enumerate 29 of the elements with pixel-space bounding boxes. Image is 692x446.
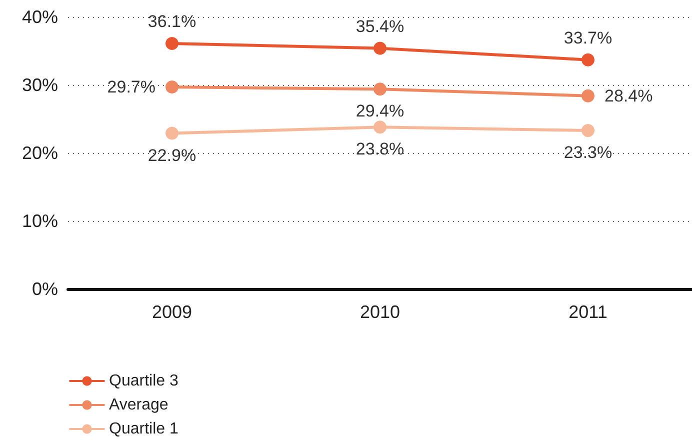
point: [582, 124, 594, 138]
point: [582, 89, 594, 102]
data-label: 23.8%: [356, 140, 404, 159]
point: [374, 82, 386, 96]
legend-label: Quartile 3: [109, 372, 178, 390]
point: [166, 126, 178, 140]
point: [374, 120, 386, 134]
y-tick-label: 30%: [22, 75, 58, 95]
y-tick-label: 20%: [22, 143, 58, 163]
legend-label: Average: [109, 396, 168, 414]
point: [582, 53, 594, 66]
y-tick-label: 40%: [22, 7, 58, 27]
data-label: 29.4%: [356, 102, 404, 121]
x-tick-label: 2011: [568, 302, 608, 322]
data-label: 29.7%: [107, 78, 156, 97]
data-label: 35.4%: [356, 16, 404, 36]
point: [374, 42, 386, 55]
data-label: 22.9%: [148, 146, 196, 165]
data-label: 23.3%: [564, 143, 612, 162]
x-tick-label: 2010: [360, 302, 400, 322]
data-label: 28.4%: [604, 86, 653, 106]
point: [166, 80, 178, 94]
y-tick-label: 10%: [22, 211, 58, 231]
x-tick-label: 2009: [152, 302, 192, 322]
data-label: 36.1%: [148, 12, 196, 32]
legend-label: Quartile 1: [109, 420, 178, 438]
point: [166, 37, 178, 50]
data-label: 33.7%: [564, 28, 612, 48]
y-tick-label: 0%: [32, 279, 58, 299]
